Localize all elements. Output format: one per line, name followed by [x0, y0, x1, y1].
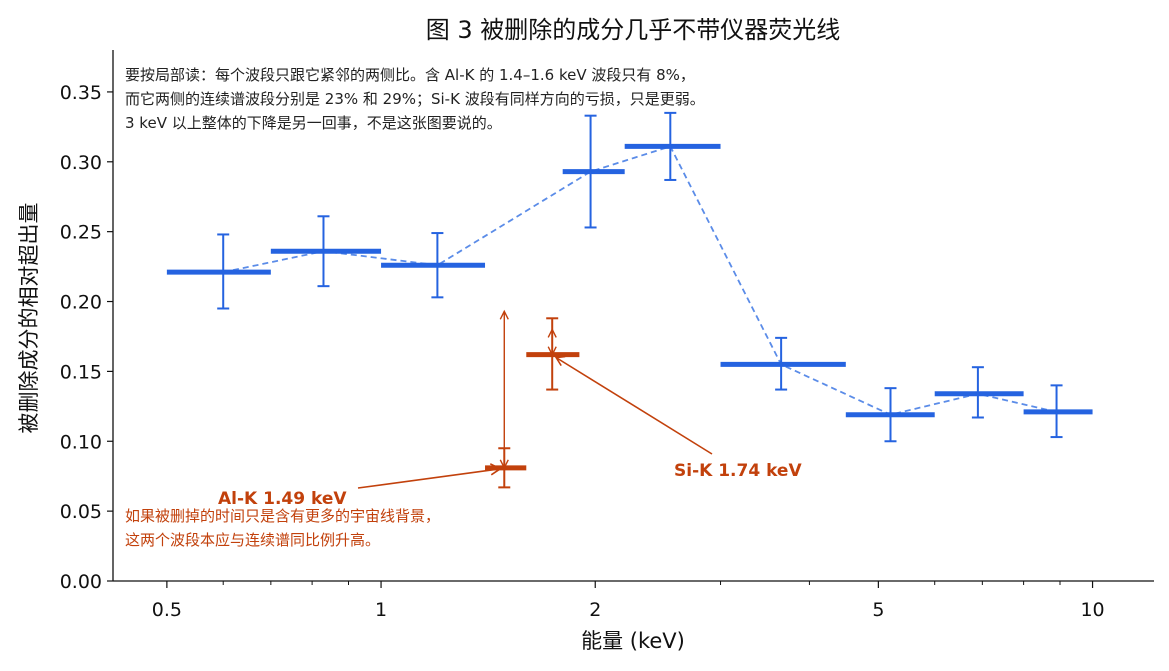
x-axis-label: 能量 (keV)	[581, 629, 685, 653]
continuum-bin	[1023, 384, 1093, 439]
al-k-gap-arrow-head-top	[499, 309, 509, 320]
al-k-callout-pointer	[357, 468, 501, 489]
note-top-line-2: 而它两侧的连续谱波段分别是 23% 和 29%；Si-K 波段有同样方向的亏损，…	[125, 90, 705, 108]
y-tick-label: 0.10	[60, 431, 102, 453]
continuum-bin	[562, 114, 625, 229]
plot-area	[166, 111, 1093, 489]
x-tick-label: 10	[1080, 599, 1104, 621]
chart-title: 图 3 被删除的成分几乎不带仪器荧光线	[426, 16, 841, 44]
continuum-bin	[166, 233, 271, 310]
note-top: 要按局部读：每个波段只跟它紧邻的两侧比。含 Al-K 的 1.4–1.6 keV…	[125, 66, 705, 132]
note-bottom-line-1: 如果被删掉的时间只是含有更多的宇宙线背景，	[125, 507, 440, 525]
ticks: 0.00 0.05 0.10 0.15 0.20 0.25 0.30 0.35 0.5 1 2 5 10	[60, 82, 1105, 621]
continuum-bin	[624, 111, 721, 181]
al-k-gap-arrow-head-bottom	[499, 459, 509, 470]
continuum-bin	[720, 336, 846, 391]
continuum-bin	[270, 215, 382, 288]
al-k-band	[485, 447, 527, 489]
si-k-gap-arrow-head-bottom	[547, 346, 557, 357]
note-top-line-1: 要按局部读：每个波段只跟它紧邻的两侧比。含 Al-K 的 1.4–1.6 keV…	[125, 66, 695, 84]
al-k-callout-label: Al-K 1.49 keV	[218, 489, 347, 509]
x-tick-label: 1	[375, 599, 387, 621]
y-tick-label: 0.15	[60, 361, 102, 383]
y-tick-label: 0.25	[60, 222, 102, 244]
si-k-callout-pointer	[555, 356, 713, 455]
si-k-callout-label: Si-K 1.74 keV	[674, 461, 802, 481]
continuum-bin	[934, 366, 1024, 419]
si-k-callout-arrowhead	[554, 355, 566, 367]
si-k-gap-arrow-head-top	[547, 327, 557, 338]
y-tick-label: 0.35	[60, 82, 102, 104]
y-tick-label: 0.05	[60, 501, 102, 523]
x-tick-label: 5	[872, 599, 884, 621]
note-bottom-line-2: 这两个波段本应与连续谱同比例升高。	[125, 531, 380, 549]
x-tick-label: 0.5	[152, 599, 182, 621]
y-tick-label: 0.20	[60, 292, 102, 314]
y-tick-label: 0.00	[60, 571, 102, 593]
x-tick-label: 2	[589, 599, 601, 621]
note-bottom: 如果被删掉的时间只是含有更多的宇宙线背景， 这两个波段本应与连续谱同比例升高。	[125, 507, 440, 549]
continuum-bin	[845, 387, 935, 443]
y-axis-label: 被删除成分的相对超出量	[17, 203, 41, 434]
continuum-trend-line	[223, 145, 1057, 416]
continuum-bin	[381, 232, 486, 299]
axes	[112, 50, 1154, 582]
note-top-line-3: 3 keV 以上整体的下降是另一回事，不是这张图要说的。	[125, 114, 502, 132]
y-tick-label: 0.30	[60, 152, 102, 174]
al-k-callout-arrowhead	[489, 463, 502, 476]
